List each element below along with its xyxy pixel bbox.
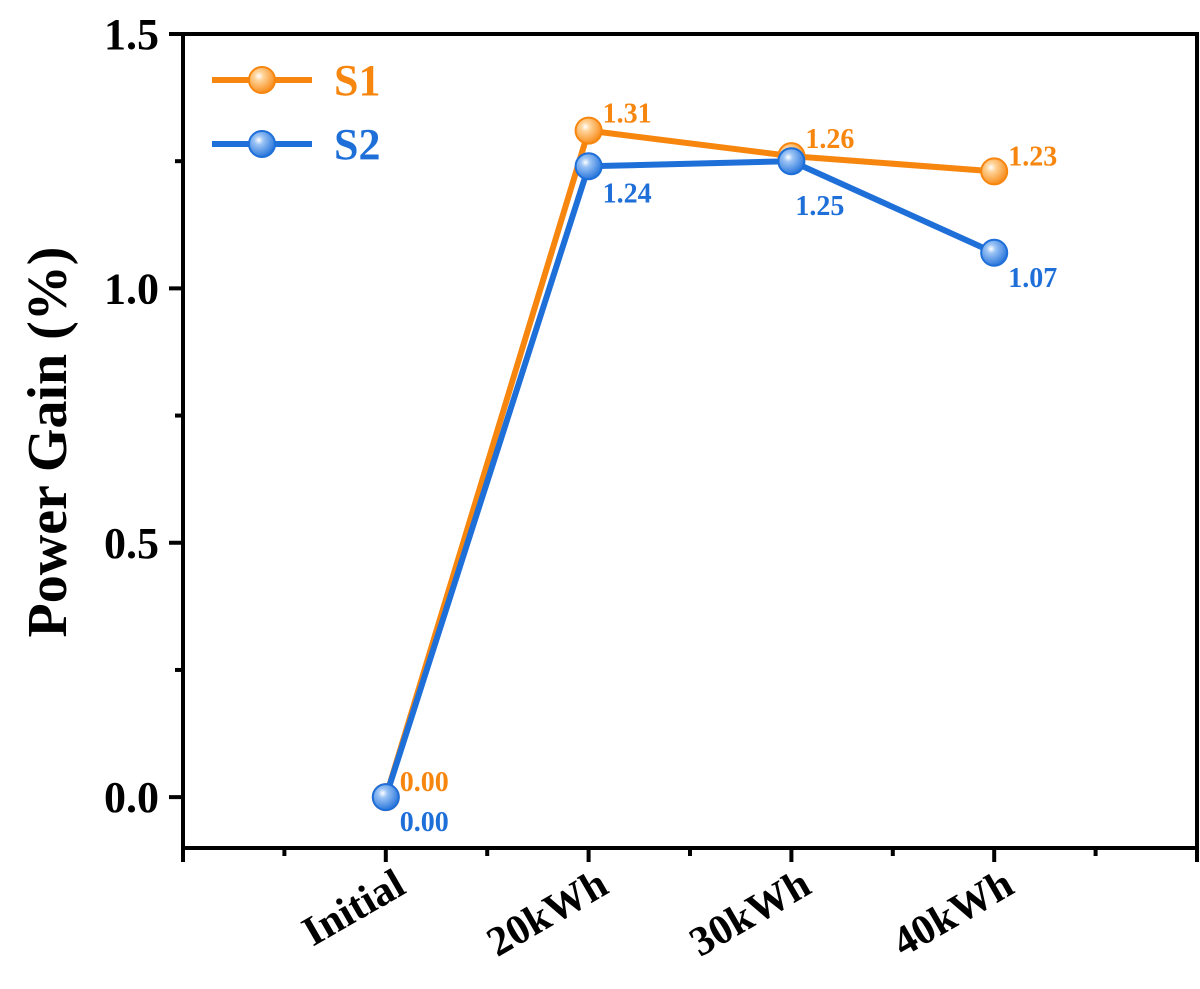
legend-label: S2 bbox=[334, 120, 380, 169]
legend-label: S1 bbox=[334, 56, 380, 105]
data-point bbox=[574, 152, 603, 181]
x-tick-label: 30kWh bbox=[682, 861, 818, 966]
series-line-s1 bbox=[382, 127, 995, 798]
y-tick-label: 1.5 bbox=[104, 10, 159, 59]
data-point bbox=[980, 238, 1009, 267]
data-point bbox=[777, 147, 806, 176]
y-tick-label: 1.0 bbox=[104, 264, 159, 313]
data-label: 1.23 bbox=[1008, 141, 1057, 172]
legend-item-s1: S1 bbox=[212, 56, 380, 105]
data-label: 1.07 bbox=[1008, 263, 1057, 294]
x-axis-ticks: Initial 20kWh 30kWh 40kWh bbox=[181, 848, 1199, 966]
data-point bbox=[574, 116, 603, 145]
data-label: 1.31 bbox=[603, 99, 652, 130]
legend-marker bbox=[248, 130, 276, 158]
legend-item-s2: S2 bbox=[212, 120, 380, 169]
data-point bbox=[980, 157, 1009, 186]
series-s1: 0.00 1.31 1.26 1.23 bbox=[371, 99, 1057, 812]
y-tick-label: 0.0 bbox=[104, 773, 159, 822]
data-label: 0.00 bbox=[400, 807, 449, 838]
x-tick-label: 40kWh bbox=[885, 861, 1021, 966]
series-s2: 0.00 1.24 1.25 1.07 bbox=[371, 147, 1057, 838]
y-tick-label: 0.5 bbox=[104, 519, 159, 568]
data-label: 1.26 bbox=[805, 124, 854, 155]
x-tick-label: Initial bbox=[295, 861, 413, 956]
legend-marker bbox=[248, 66, 276, 94]
x-tick-label: 20kWh bbox=[479, 861, 615, 966]
data-label: 1.24 bbox=[603, 178, 652, 209]
data-point bbox=[371, 783, 400, 812]
y-axis-title: Power Gain (%) bbox=[17, 247, 79, 638]
data-label: 0.00 bbox=[400, 767, 449, 798]
series-layer: 0.00 1.31 1.26 1.23 0.00 1.24 1.25 1.07 bbox=[371, 99, 1057, 838]
y-axis-ticks: 0.0 0.5 1.0 1.5 bbox=[104, 10, 183, 822]
series-line-s2 bbox=[382, 158, 996, 799]
data-label: 1.25 bbox=[795, 191, 844, 222]
